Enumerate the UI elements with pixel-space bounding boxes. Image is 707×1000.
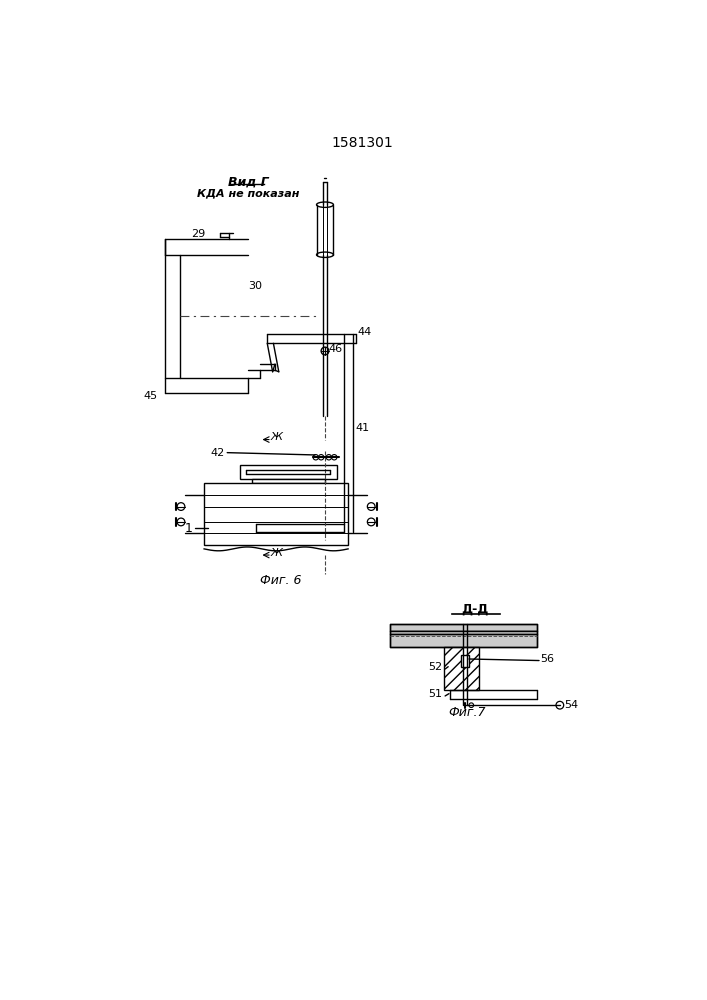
- Text: КДА не показан: КДА не показан: [197, 188, 299, 198]
- Text: Д-Д: Д-Д: [462, 602, 489, 615]
- Text: 54: 54: [563, 700, 578, 710]
- Text: Вид Г: Вид Г: [228, 175, 269, 188]
- Text: 52: 52: [428, 662, 442, 672]
- Text: 1581301: 1581301: [331, 136, 393, 150]
- Bar: [240, 465, 337, 479]
- Bar: [390, 634, 537, 647]
- Text: Фиг. 6: Фиг. 6: [260, 574, 302, 587]
- Text: 41: 41: [355, 423, 369, 433]
- Bar: [461, 655, 469, 667]
- Text: 29: 29: [191, 229, 205, 239]
- Text: Фиг.7: Фиг.7: [449, 706, 486, 719]
- Text: Ж: Ж: [270, 432, 282, 442]
- Bar: [444, 647, 479, 690]
- Text: 30: 30: [248, 281, 262, 291]
- Bar: [252, 479, 325, 483]
- Text: 46: 46: [329, 344, 343, 354]
- Text: Ж: Ж: [270, 548, 282, 558]
- Ellipse shape: [317, 202, 334, 207]
- Bar: [204, 483, 348, 545]
- Text: 51: 51: [428, 689, 442, 699]
- Text: 42: 42: [211, 448, 225, 458]
- Bar: [390, 631, 537, 634]
- Text: 56: 56: [541, 654, 554, 664]
- Text: 45: 45: [144, 391, 158, 401]
- Text: 1: 1: [185, 522, 192, 535]
- Bar: [390, 624, 537, 631]
- Text: 44: 44: [357, 327, 372, 337]
- Ellipse shape: [317, 252, 334, 257]
